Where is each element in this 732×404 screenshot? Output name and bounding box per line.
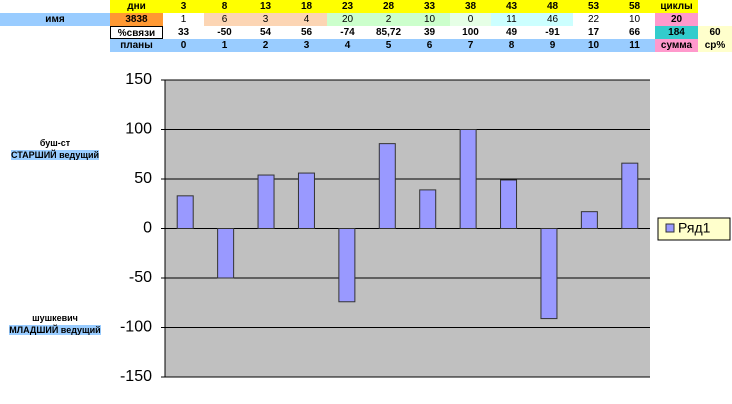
cell: %связи — [110, 26, 163, 39]
bar — [297, 172, 315, 229]
cell: 100 — [450, 26, 491, 39]
bar — [621, 162, 639, 229]
cell: 28 — [368, 0, 409, 13]
cell: сумма — [655, 39, 698, 52]
bar — [338, 228, 356, 303]
cell: 1 — [163, 13, 204, 26]
cell: 11 — [614, 39, 655, 52]
cell: 49 — [491, 26, 532, 39]
cell: 38 — [450, 0, 491, 13]
cell: 3 — [245, 13, 286, 26]
cell: планы — [110, 39, 163, 52]
cell: 18 — [286, 0, 327, 13]
cell: 9 — [532, 39, 573, 52]
cell: -50 — [204, 26, 245, 39]
cell: 4 — [327, 39, 368, 52]
role-label: СТАРШИЙ ведущий — [10, 150, 100, 160]
bar — [459, 129, 477, 229]
cell: 33 — [163, 26, 204, 39]
cell: 20 — [327, 13, 368, 26]
cell: 0 — [450, 13, 491, 26]
cell: 184 — [655, 26, 698, 39]
bar — [500, 179, 518, 230]
cell: 53 — [573, 0, 614, 13]
cell: 7 — [450, 39, 491, 52]
bar — [378, 143, 396, 230]
cell: имя — [0, 13, 110, 26]
cell: 60 — [698, 26, 732, 39]
bar — [176, 195, 194, 229]
cell: циклы — [655, 0, 698, 13]
bar — [580, 211, 598, 229]
y-tick-label: 150 — [125, 71, 152, 88]
cell: 85,72 — [368, 26, 409, 39]
cell: 66 — [614, 26, 655, 39]
cell: 0 — [163, 39, 204, 52]
cell: -74 — [327, 26, 368, 39]
y-tick-label: 50 — [134, 170, 152, 187]
cell: 56 — [286, 26, 327, 39]
cell: 22 — [573, 13, 614, 26]
y-tick-label: 100 — [125, 121, 152, 138]
cell: 43 — [491, 0, 532, 13]
name-label: буш-ст — [39, 138, 71, 148]
cell: 13 — [245, 0, 286, 13]
cell: 10 — [614, 13, 655, 26]
bar — [419, 189, 437, 229]
cell: 11 — [491, 13, 532, 26]
cell: 54 — [245, 26, 286, 39]
cell: 8 — [491, 39, 532, 52]
cell: 8 — [204, 0, 245, 13]
cell: 10 — [573, 39, 614, 52]
legend — [657, 217, 731, 241]
cell: 46 — [532, 13, 573, 26]
legend-swatch — [665, 223, 675, 233]
cell: 3838 — [110, 13, 163, 26]
cell: 33 — [409, 0, 450, 13]
cell: 6 — [204, 13, 245, 26]
role-label: МЛАДШИЙ ведущий — [9, 325, 101, 335]
cell: -91 — [532, 26, 573, 39]
cell: 1 — [204, 39, 245, 52]
cell: 2 — [368, 13, 409, 26]
y-tick-label: -150 — [120, 368, 152, 385]
cell: 4 — [286, 13, 327, 26]
cell: 3 — [163, 0, 204, 13]
cell: 10 — [409, 13, 450, 26]
bar — [540, 228, 558, 320]
cell: дни — [110, 0, 163, 13]
cell: 6 — [409, 39, 450, 52]
bar — [257, 174, 275, 229]
cell: 23 — [327, 0, 368, 13]
legend-label: Ряд1 — [678, 220, 711, 236]
cell: 5 — [368, 39, 409, 52]
y-tick-label: -50 — [129, 269, 152, 286]
y-tick-label: -100 — [120, 319, 152, 336]
cell: 58 — [614, 0, 655, 13]
cell: 20 — [655, 13, 698, 26]
cell: 39 — [409, 26, 450, 39]
bar — [217, 228, 235, 279]
cell: ср% — [698, 39, 732, 52]
cell: 17 — [573, 26, 614, 39]
cell: 3 — [286, 39, 327, 52]
name-label: шушкевич — [32, 313, 78, 323]
cell: 2 — [245, 39, 286, 52]
y-tick-label: 0 — [143, 220, 152, 237]
cell: 48 — [532, 0, 573, 13]
